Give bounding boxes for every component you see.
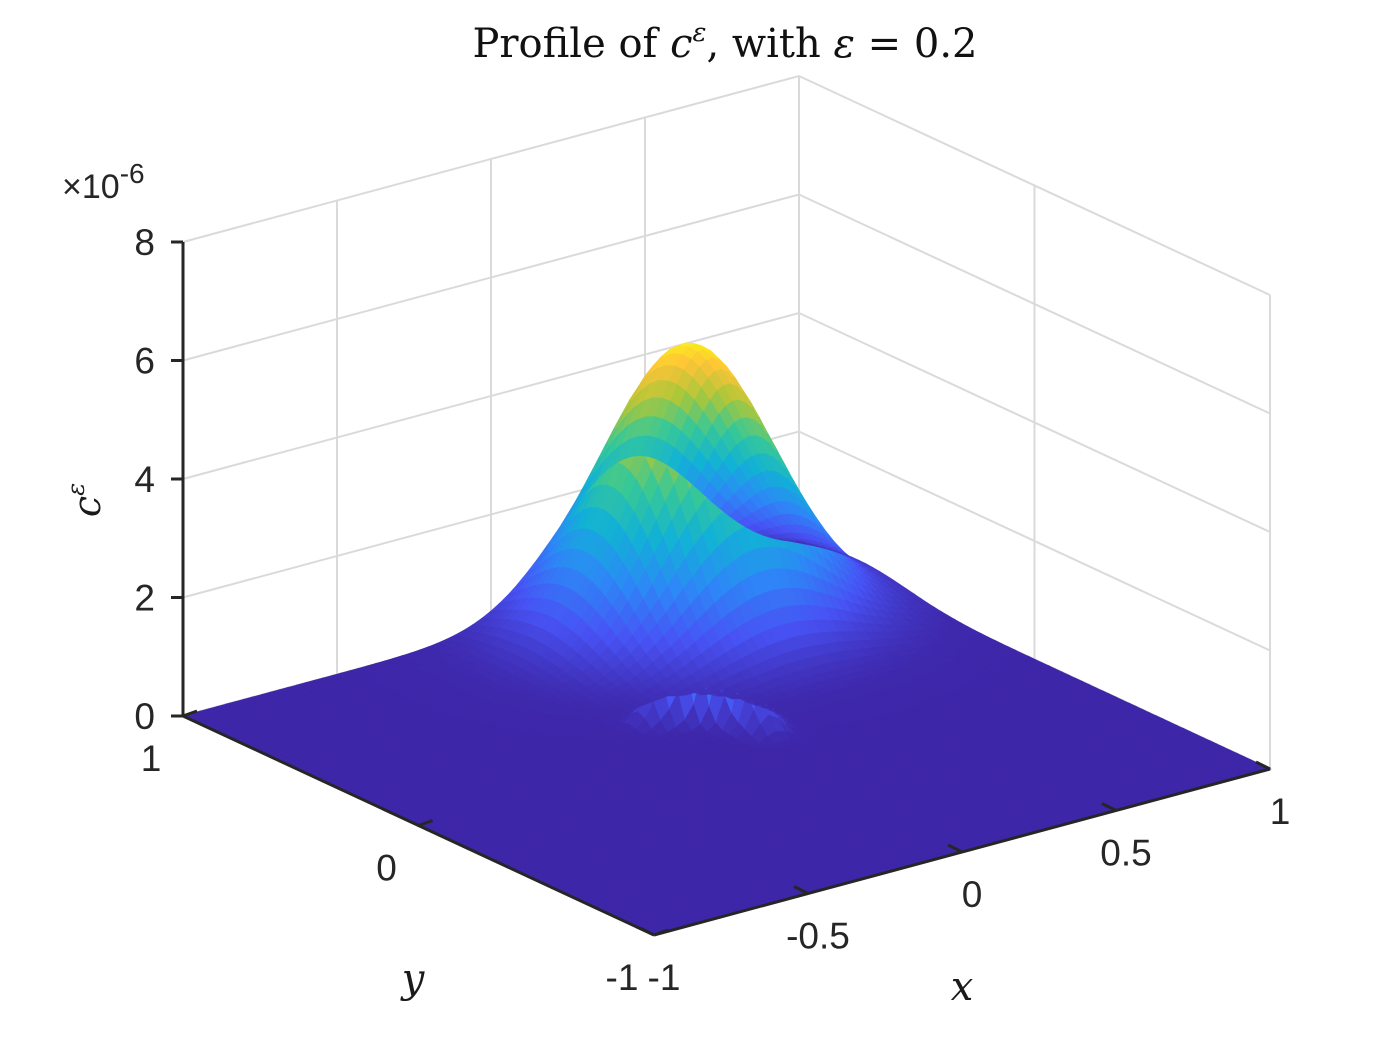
- y-tick-label: 1: [141, 738, 162, 779]
- y-axis-label: y: [400, 956, 426, 1002]
- z-tick-label: 8: [134, 222, 155, 263]
- z-tick-label: 4: [134, 459, 155, 500]
- x-tick-label: 0: [962, 874, 983, 915]
- gridline-z: [182, 74, 1271, 296]
- x-axis-label: x: [951, 964, 974, 1010]
- z-tick-label: 6: [134, 341, 155, 382]
- y-tick-label: 0: [376, 848, 397, 889]
- y-tick-label: -1: [606, 957, 639, 998]
- surface: [181, 342, 1272, 936]
- z-tick-label: 0: [134, 696, 155, 737]
- x-tick-label: 1: [1270, 791, 1291, 832]
- chart-title: Profile of cε, with ε = 0.2: [473, 18, 978, 67]
- x-tick-label: -0.5: [786, 916, 850, 957]
- x-tick-label: 0.5: [1100, 833, 1151, 874]
- x-tick-label: -1: [648, 957, 681, 998]
- z-axis-label: cε: [62, 483, 109, 517]
- z-tick-label: 2: [134, 578, 155, 619]
- z-exponent-label: ×10-6: [62, 158, 145, 206]
